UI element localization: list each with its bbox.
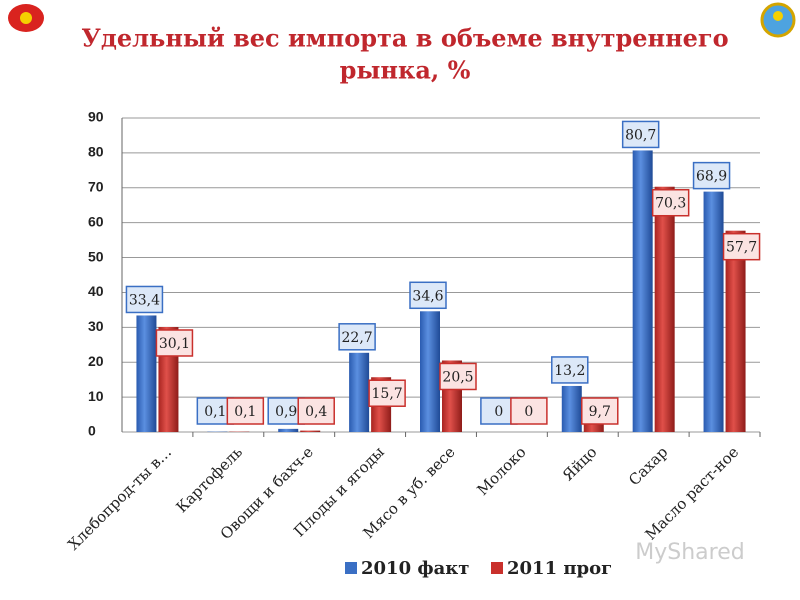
value-label: 15,7 <box>368 379 406 407</box>
y-tick-label: 20 <box>88 353 104 369</box>
legend-label: 2010 факт <box>361 558 469 579</box>
value-label: 9,7 <box>581 397 619 425</box>
value-label-box <box>338 323 376 351</box>
y-tick-label: 70 <box>88 178 104 194</box>
value-label-text: 9,7 <box>589 404 611 420</box>
bar <box>349 352 370 432</box>
value-label-box <box>651 188 690 217</box>
x-tick-label: Картофель <box>173 443 246 516</box>
value-label: 0,4 <box>297 397 335 425</box>
value-label-box <box>722 232 761 261</box>
value-label-text: 70,3 <box>655 196 686 212</box>
value-label-text: 0 <box>494 404 503 420</box>
legend-swatch <box>345 562 357 574</box>
value-label-text: 33,4 <box>129 292 160 308</box>
value-label-text: 0 <box>524 404 533 420</box>
bar <box>725 230 746 432</box>
chart-title: Удельный вес импорта в объеме внутреннег… <box>81 24 728 53</box>
bar <box>632 150 653 433</box>
legend-swatch <box>491 562 503 574</box>
legend-label: 2011 прог <box>507 558 612 579</box>
value-label: 0 <box>510 397 548 425</box>
value-label: 57,7 <box>722 232 761 261</box>
y-tick-label: 50 <box>88 248 104 264</box>
value-label: 0,1 <box>226 397 265 425</box>
emblem-icon <box>760 2 796 38</box>
bar <box>561 385 582 432</box>
value-label-text: 15,7 <box>372 386 403 402</box>
bar <box>703 191 724 432</box>
y-tick-label: 80 <box>88 144 104 160</box>
value-label-box <box>368 379 406 407</box>
value-label-box <box>439 362 477 391</box>
value-label-text: 57,7 <box>726 240 757 256</box>
y-tick-label: 60 <box>88 213 104 229</box>
x-tick-label: Хлебопрод-ты в… <box>64 443 175 554</box>
value-label-text: 30,1 <box>159 336 190 352</box>
value-label-text: 0,4 <box>305 404 327 420</box>
y-tick-label: 0 <box>88 423 96 439</box>
value-label-text: 0,9 <box>275 404 297 420</box>
value-label-box <box>510 397 548 425</box>
value-label: 70,3 <box>651 188 690 217</box>
value-label: 34,6 <box>409 281 447 310</box>
value-label-box <box>297 397 335 425</box>
value-label: 22,7 <box>338 323 376 351</box>
bar <box>654 186 675 432</box>
value-label-box <box>692 161 731 190</box>
watermark: MyShared <box>635 540 744 565</box>
x-tick-label: Молоко <box>473 443 529 499</box>
value-label-box <box>581 397 619 425</box>
value-label: 20,5 <box>439 362 477 391</box>
value-label-box <box>409 281 447 310</box>
value-label-box <box>125 285 164 314</box>
value-label-text: 20,5 <box>442 369 473 385</box>
value-label-text: 22,7 <box>342 330 373 346</box>
value-label: 13,2 <box>551 356 589 384</box>
value-label-box <box>155 329 194 357</box>
value-label: 80,7 <box>621 120 660 149</box>
value-label: 30,1 <box>155 329 194 357</box>
value-label-box <box>551 356 589 384</box>
y-tick-label: 40 <box>88 283 104 299</box>
bar <box>300 430 321 432</box>
value-label-text: 0,1 <box>234 404 256 420</box>
x-tick-label: Сахар <box>625 443 671 489</box>
bar <box>420 311 440 432</box>
flag-icon <box>8 4 44 32</box>
chart-title: рынка, % <box>340 56 471 85</box>
bar <box>136 315 157 432</box>
value-label-text: 80,7 <box>625 127 656 143</box>
value-label-box <box>226 397 265 425</box>
value-label: 68,9 <box>692 161 731 190</box>
value-label-text: 0,1 <box>204 404 226 420</box>
value-label-text: 68,9 <box>696 169 727 185</box>
value-label-text: 13,2 <box>554 363 585 379</box>
bar <box>278 428 299 432</box>
value-label-text: 34,6 <box>412 288 443 304</box>
y-tick-label: 10 <box>88 388 104 404</box>
value-label: 33,4 <box>125 285 164 314</box>
value-label-box <box>621 120 660 149</box>
y-tick-label: 30 <box>88 318 104 334</box>
y-tick-label: 90 <box>88 109 104 125</box>
x-tick-label: Яйцо <box>559 443 601 485</box>
